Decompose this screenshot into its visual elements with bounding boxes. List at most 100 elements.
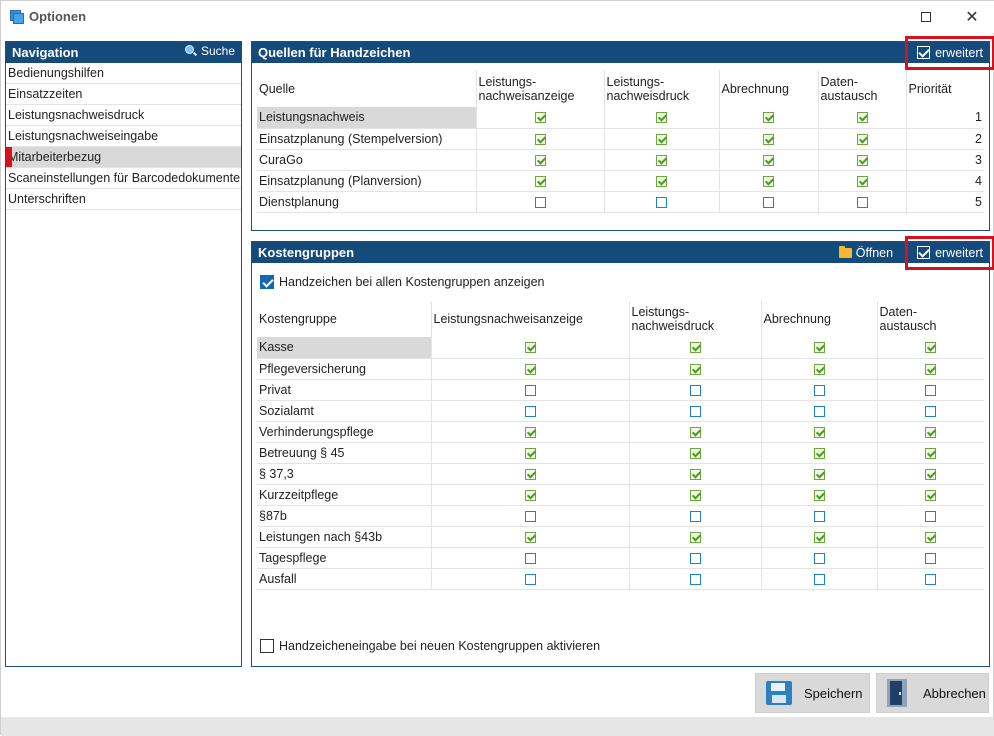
table-row[interactable]: Verhinderungspflege bbox=[257, 421, 984, 443]
checkbox[interactable] bbox=[856, 196, 868, 208]
checkbox[interactable] bbox=[925, 405, 937, 417]
checkbox[interactable] bbox=[524, 573, 536, 585]
checkbox[interactable] bbox=[524, 447, 536, 459]
cost-groups-erweitert-toggle[interactable]: erweitert bbox=[905, 236, 994, 270]
close-button[interactable]: ✕ bbox=[949, 1, 994, 33]
cancel-button[interactable]: Abbrechen bbox=[876, 673, 989, 713]
checkbox[interactable] bbox=[925, 447, 937, 459]
checkbox[interactable] bbox=[689, 552, 701, 564]
checkbox[interactable] bbox=[524, 531, 536, 543]
show-all-checkbox[interactable] bbox=[260, 275, 274, 289]
checkbox[interactable] bbox=[925, 510, 937, 522]
checkbox[interactable] bbox=[813, 573, 825, 585]
nav-item-3[interactable]: Leistungsnachweiseingabe bbox=[6, 126, 241, 147]
checkbox[interactable] bbox=[689, 405, 701, 417]
checkbox[interactable] bbox=[856, 175, 868, 187]
table-row[interactable]: Leistungen nach §43b bbox=[257, 526, 984, 548]
checkbox[interactable] bbox=[925, 573, 937, 585]
open-button[interactable]: Öffnen bbox=[838, 245, 893, 260]
checkbox[interactable] bbox=[813, 447, 825, 459]
checkbox[interactable] bbox=[534, 175, 546, 187]
checkbox[interactable] bbox=[656, 112, 667, 124]
checkbox[interactable] bbox=[925, 342, 937, 354]
checkbox[interactable] bbox=[813, 531, 825, 543]
checkbox[interactable] bbox=[813, 552, 825, 564]
checkbox[interactable] bbox=[925, 531, 937, 543]
checkbox[interactable] bbox=[534, 112, 546, 124]
checkbox[interactable] bbox=[689, 573, 701, 585]
checkbox[interactable] bbox=[813, 384, 825, 396]
checkbox[interactable] bbox=[524, 426, 536, 438]
checkbox[interactable] bbox=[813, 489, 825, 501]
new-groups-checkbox[interactable] bbox=[260, 639, 274, 653]
maximize-button[interactable] bbox=[903, 1, 949, 33]
checkbox[interactable] bbox=[534, 154, 546, 166]
checkbox[interactable] bbox=[689, 426, 701, 438]
checkbox[interactable] bbox=[763, 154, 774, 166]
checkbox[interactable] bbox=[813, 426, 825, 438]
table-row[interactable]: Sozialamt bbox=[257, 400, 984, 422]
nav-item-5[interactable]: Scaneinstellungen für Barcodedokumente bbox=[6, 168, 241, 189]
table-row[interactable]: Einsatzplanung (Planversion) 4 bbox=[257, 170, 984, 192]
table-row[interactable]: Pflegeversicherung bbox=[257, 358, 984, 380]
checkbox[interactable] bbox=[534, 196, 546, 208]
table-row[interactable]: Privat bbox=[257, 379, 984, 401]
table-row[interactable]: Leistungsnachweis 1 bbox=[257, 107, 984, 129]
checkbox[interactable] bbox=[689, 342, 701, 354]
table-row[interactable]: Einsatzplanung (Stempelversion) 2 bbox=[257, 128, 984, 150]
checkbox[interactable] bbox=[925, 363, 937, 375]
nav-item-2[interactable]: Leistungsnachweisdruck bbox=[6, 105, 241, 126]
checkbox[interactable] bbox=[763, 112, 774, 124]
checkbox[interactable] bbox=[763, 175, 774, 187]
checkbox[interactable] bbox=[524, 384, 536, 396]
sources-erweitert-toggle[interactable]: erweitert bbox=[905, 36, 994, 70]
table-row[interactable]: Kurzzeitpflege bbox=[257, 484, 984, 506]
checkbox[interactable] bbox=[689, 510, 701, 522]
nav-item-0[interactable]: Bedienungshilfen bbox=[6, 63, 241, 84]
checkbox[interactable] bbox=[925, 384, 937, 396]
checkbox[interactable] bbox=[524, 363, 536, 375]
checkbox[interactable] bbox=[856, 154, 868, 166]
table-row[interactable]: § 37,3 bbox=[257, 463, 984, 485]
checkbox[interactable] bbox=[689, 363, 701, 375]
checkbox[interactable] bbox=[689, 489, 701, 501]
checkbox[interactable] bbox=[763, 133, 774, 145]
checkbox[interactable] bbox=[925, 552, 937, 564]
checkbox[interactable] bbox=[813, 468, 825, 480]
new-groups-option[interactable]: Handzeicheneingabe bei neuen Kostengrupp… bbox=[260, 639, 600, 653]
search-button[interactable]: Suche bbox=[184, 44, 235, 58]
checkbox[interactable] bbox=[813, 510, 825, 522]
show-all-option[interactable]: Handzeichen bei allen Kostengruppen anze… bbox=[260, 275, 544, 289]
checkbox[interactable] bbox=[813, 363, 825, 375]
nav-item-4[interactable]: Mitarbeiterbezug bbox=[6, 147, 241, 168]
nav-item-6[interactable]: Unterschriften bbox=[6, 189, 241, 210]
checkbox[interactable] bbox=[524, 552, 536, 564]
checkbox[interactable] bbox=[656, 133, 667, 145]
nav-item-1[interactable]: Einsatzzeiten bbox=[6, 84, 241, 105]
checkbox[interactable] bbox=[689, 384, 701, 396]
table-row[interactable]: §87b bbox=[257, 505, 984, 527]
table-row[interactable]: Betreuung § 45 bbox=[257, 442, 984, 464]
checkbox[interactable] bbox=[656, 175, 667, 187]
checkbox[interactable] bbox=[524, 510, 536, 522]
checkbox[interactable] bbox=[856, 112, 868, 124]
checkbox[interactable] bbox=[689, 447, 701, 459]
table-row[interactable]: CuraGo 3 bbox=[257, 149, 984, 171]
checkbox[interactable] bbox=[689, 468, 701, 480]
checkbox[interactable] bbox=[856, 133, 868, 145]
checkbox[interactable] bbox=[763, 196, 774, 208]
checkbox[interactable] bbox=[925, 489, 937, 501]
checkbox[interactable] bbox=[656, 154, 667, 166]
table-row[interactable]: Ausfall bbox=[257, 568, 984, 590]
checkbox[interactable] bbox=[689, 531, 701, 543]
save-button[interactable]: Speichern bbox=[755, 673, 870, 713]
table-row[interactable]: Dienstplanung 5 bbox=[257, 191, 984, 213]
checkbox[interactable] bbox=[813, 342, 825, 354]
checkbox[interactable] bbox=[524, 342, 536, 354]
checkbox[interactable] bbox=[524, 468, 536, 480]
checkbox[interactable] bbox=[925, 426, 937, 438]
checkbox[interactable] bbox=[813, 405, 825, 417]
table-row[interactable]: Tagespflege bbox=[257, 547, 984, 569]
checkbox[interactable] bbox=[925, 468, 937, 480]
table-row[interactable]: Kasse bbox=[257, 337, 984, 359]
